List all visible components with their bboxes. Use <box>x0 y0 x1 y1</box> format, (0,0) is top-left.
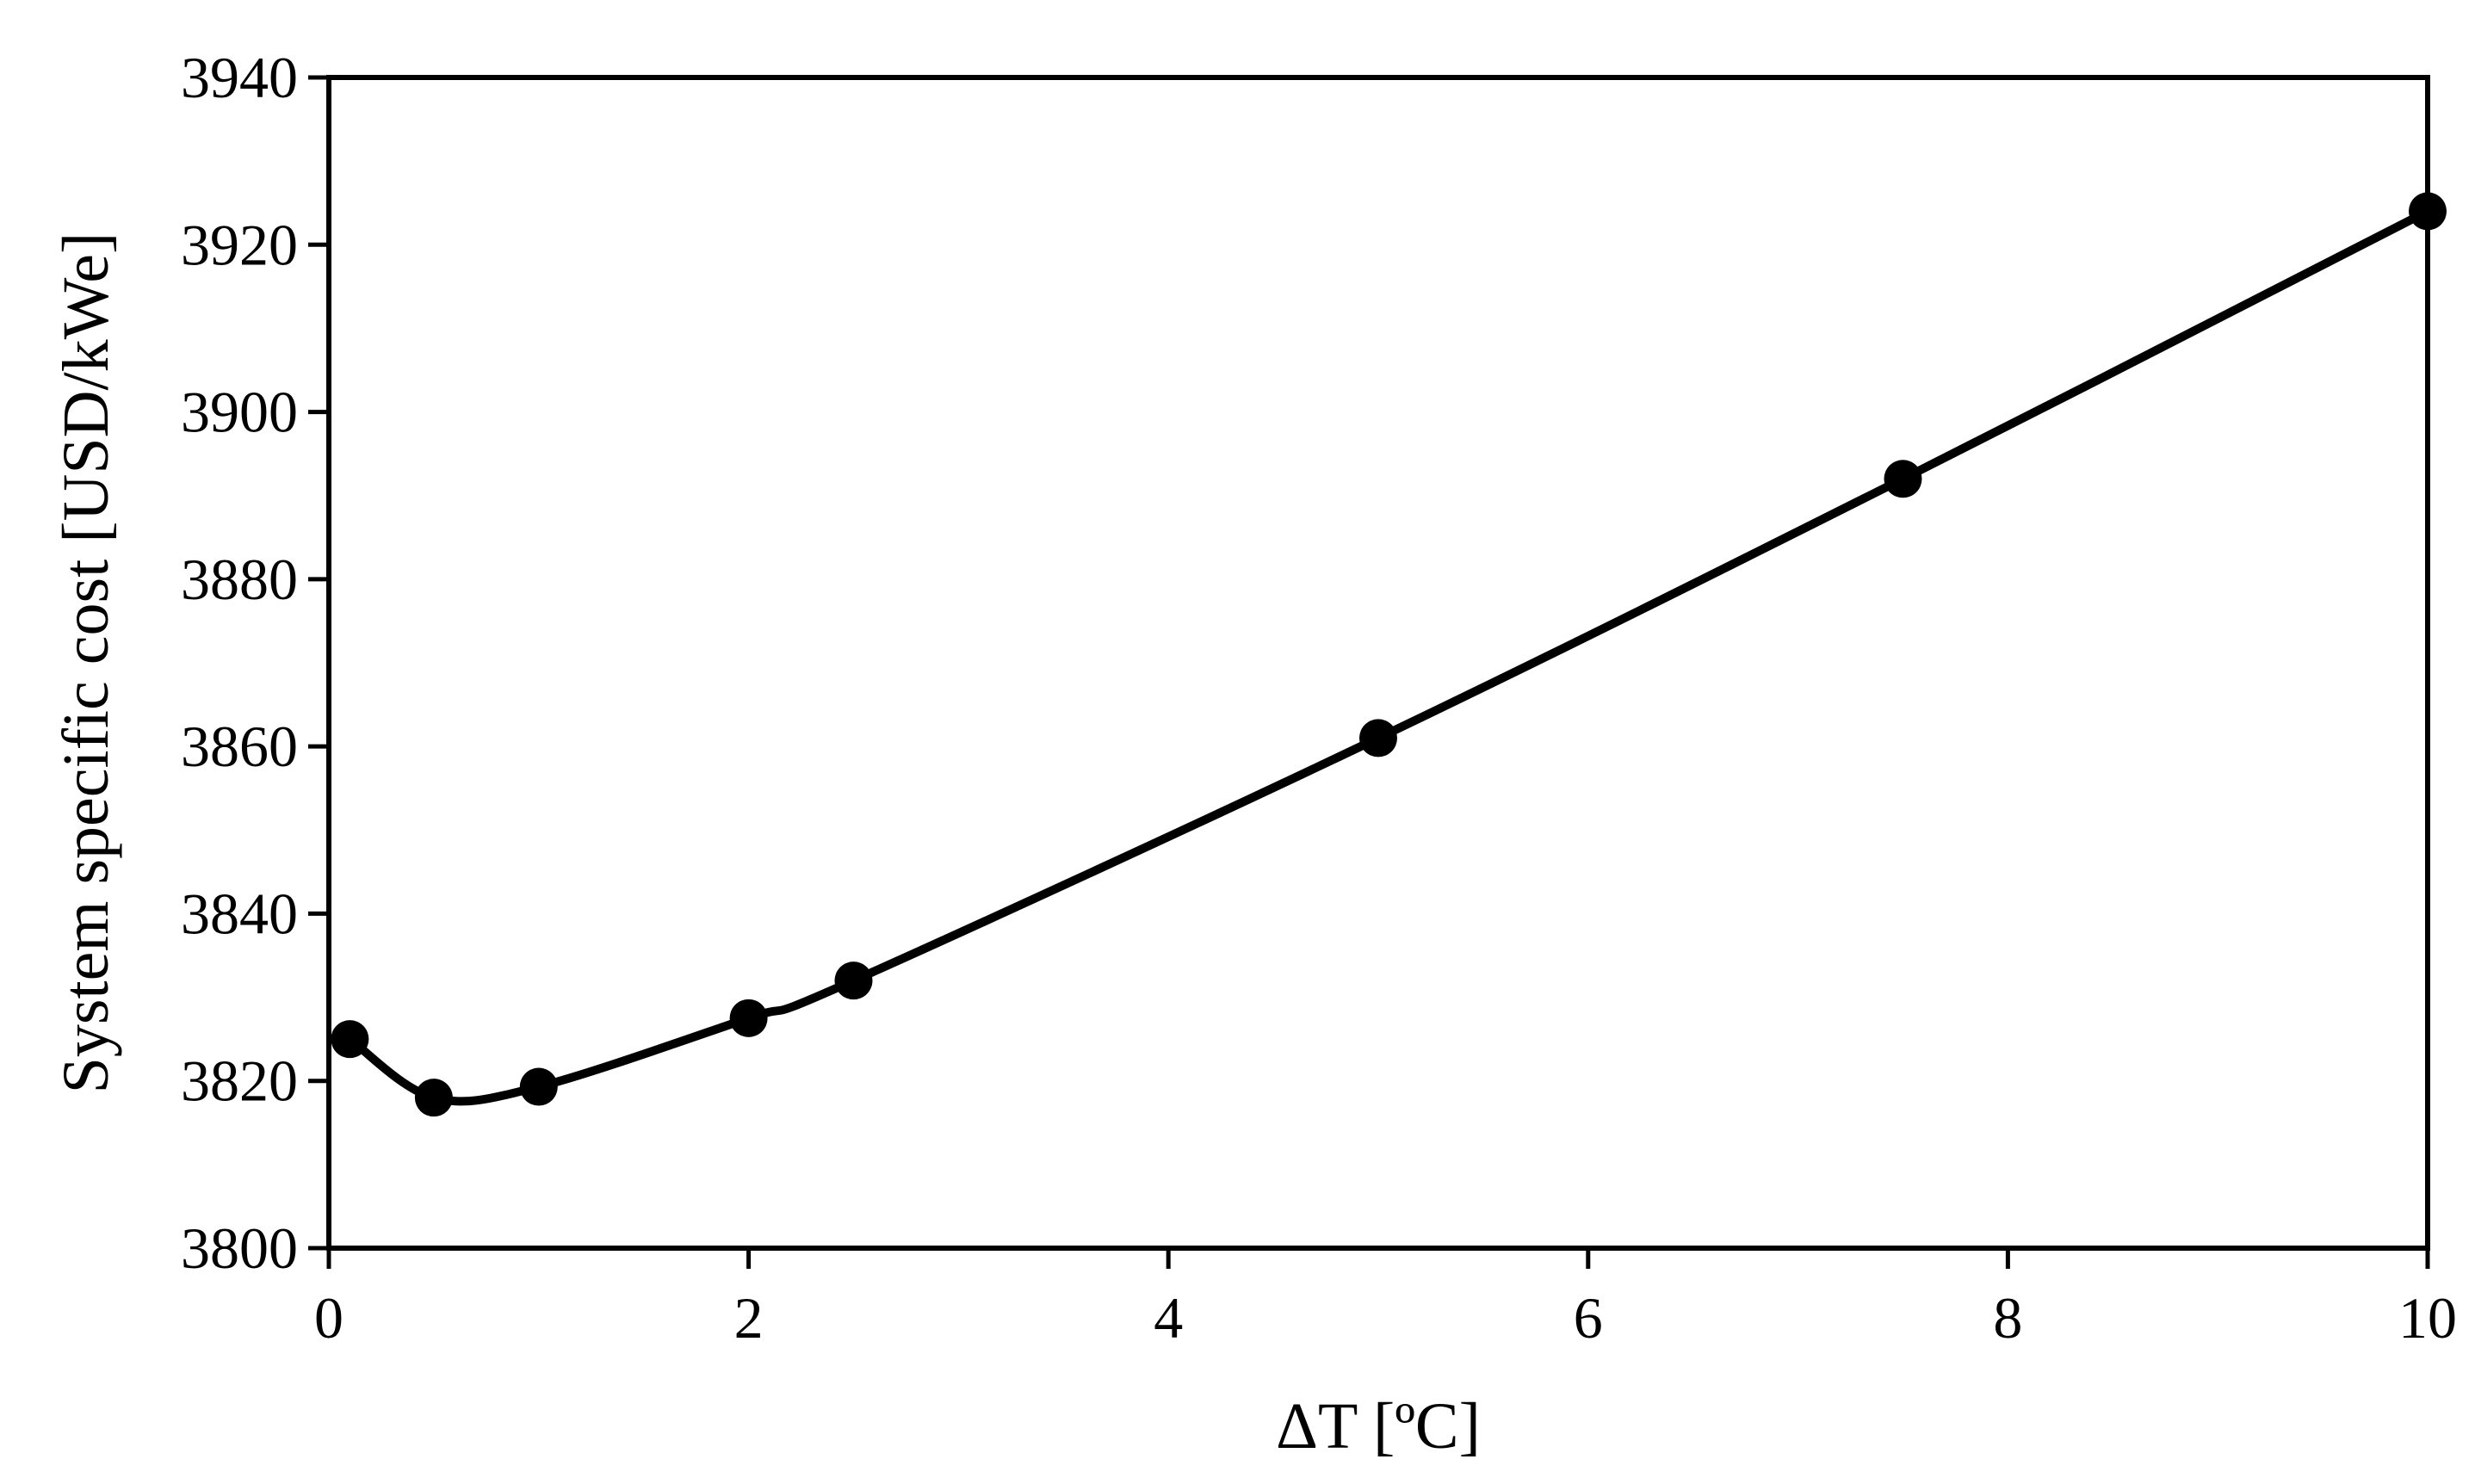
x-tick-label: 6 <box>1574 1285 1603 1351</box>
y-tick-label: 3900 <box>181 380 298 445</box>
y-tick-label: 3840 <box>181 881 298 946</box>
y-axis-title: System specific cost [USD/kWe] <box>50 232 122 1094</box>
x-tick-label: 8 <box>1993 1285 2022 1351</box>
data-point <box>414 1079 453 1117</box>
data-point <box>1359 719 1397 757</box>
x-tick-label: 10 <box>2398 1285 2457 1351</box>
plot-frame <box>326 75 2430 1251</box>
series-line <box>345 207 2432 1106</box>
data-point <box>729 999 768 1037</box>
data-point <box>331 1020 369 1059</box>
y-tick-label: 3800 <box>181 1215 298 1281</box>
y-axis-ticks: 3800 3820 3840 3860 3880 3900 3920 3940 <box>181 45 329 1281</box>
data-point <box>1884 460 1922 498</box>
x-tick-label: 0 <box>314 1285 343 1351</box>
y-tick-label: 3880 <box>181 547 298 612</box>
data-point <box>519 1067 558 1106</box>
x-axis-title: ΔT [ºC] <box>1276 1390 1481 1462</box>
x-tick-label: 2 <box>734 1285 764 1351</box>
series-layer <box>331 192 2447 1117</box>
data-point <box>834 962 873 1000</box>
y-tick-label: 3820 <box>181 1048 298 1114</box>
y-tick-label: 3940 <box>181 45 298 110</box>
x-axis-ticks: 0 2 4 6 8 10 <box>314 1248 2457 1351</box>
y-tick-label: 3920 <box>181 212 298 277</box>
y-tick-label: 3860 <box>181 714 298 779</box>
x-tick-label: 4 <box>1154 1285 1183 1351</box>
